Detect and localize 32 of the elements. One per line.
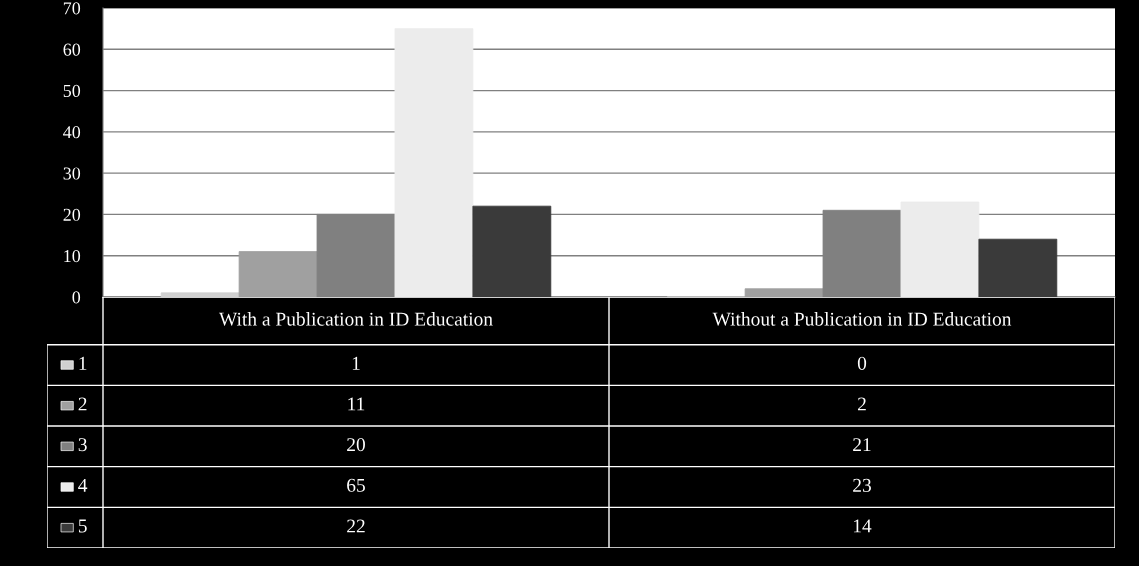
legend-label: 3: [78, 438, 87, 452]
bar: [900, 201, 980, 297]
y-tick-label: 60: [63, 43, 81, 56]
y-tick-label: 10: [64, 249, 81, 263]
bar: [978, 238, 1058, 297]
x-tick-label: With a Publication in ID Education: [218, 312, 493, 326]
data-label: 1: [352, 356, 360, 370]
x-tick-label: Without a Publication in ID Education: [712, 312, 1012, 326]
y-tick-label: 0: [72, 291, 81, 304]
y-tick-label: 50: [63, 84, 81, 98]
y-tick-label: 70: [63, 2, 81, 15]
bar: [744, 288, 824, 297]
data-label: 14: [853, 519, 872, 533]
y-tick-label: 20: [63, 208, 81, 221]
data-label: 11: [348, 397, 365, 411]
y-tick-label: 30: [63, 167, 81, 180]
legend-label: 1: [79, 356, 87, 370]
bar: [160, 292, 240, 297]
y-tick-label: 40: [63, 126, 81, 139]
data-label: 21: [853, 438, 871, 452]
bar: [472, 205, 552, 297]
legend-label: 4: [78, 478, 88, 492]
data-label: 20: [347, 438, 365, 452]
data-label: 65: [347, 478, 365, 492]
data-label: 22: [347, 519, 365, 533]
legend-label: 5: [78, 519, 87, 533]
data-label: 0: [857, 356, 867, 370]
data-label: 2: [857, 397, 866, 411]
bar: [238, 251, 318, 297]
data-label: 23: [853, 478, 871, 492]
bar: [394, 28, 474, 297]
legend-label: 2: [78, 397, 87, 411]
